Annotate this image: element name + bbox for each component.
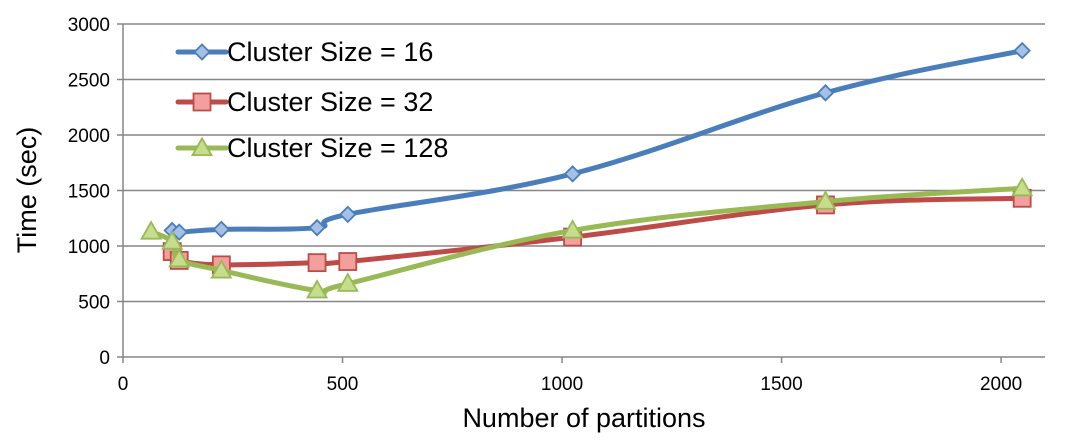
data-point-marker — [814, 190, 837, 210]
legend-marker — [192, 92, 212, 112]
y-tick-label: 1000 — [68, 237, 110, 258]
y-axis-title: Time (sec) — [12, 127, 42, 254]
x-tick-labels: 0 500 1000 1500 2000 — [118, 357, 1022, 395]
y-tick-label: 500 — [78, 293, 110, 314]
y-tick-label: 2000 — [68, 126, 110, 147]
series-line — [148, 185, 1025, 295]
data-point-marker — [1013, 41, 1031, 60]
legend-marker — [190, 136, 214, 157]
data-point-marker — [561, 219, 584, 239]
data-point-marker — [161, 230, 184, 250]
y-tick-labels: 0 500 1000 1500 2000 2500 3000 — [68, 15, 123, 369]
data-point-marker — [308, 218, 326, 237]
data-point-marker — [140, 220, 163, 240]
series-0 — [163, 41, 1031, 241]
series-line — [169, 195, 1025, 268]
legend-label: Cluster Size = 32 — [227, 87, 433, 117]
data-point-marker — [339, 205, 357, 224]
data-point-marker — [563, 165, 582, 183]
x-tick-label: 1500 — [760, 374, 802, 395]
data-point-marker — [1011, 176, 1034, 197]
legend-label: Cluster Size = 128 — [227, 133, 448, 163]
x-axis-title: Number of partitions — [462, 403, 705, 433]
data-point-marker — [336, 272, 359, 292]
x-tick-label: 0 — [118, 374, 129, 395]
series-1 — [162, 188, 1032, 275]
series-lines — [140, 41, 1034, 299]
x-tick-label: 2000 — [980, 374, 1022, 395]
data-point-marker — [212, 220, 231, 239]
legend: Cluster Size = 16 Cluster Size = 32 Cluste… — [175, 37, 448, 163]
legend-marker — [193, 43, 211, 61]
x-tick-label: 500 — [327, 374, 359, 395]
legend-item: Cluster Size = 128 — [175, 133, 448, 163]
gridlines — [123, 23, 1045, 303]
legend-item: Cluster Size = 32 — [175, 87, 433, 117]
legend-item: Cluster Size = 16 — [175, 37, 433, 67]
y-tick-label: 0 — [99, 348, 110, 369]
y-tick-label: 1500 — [68, 182, 110, 203]
data-point-marker — [338, 252, 358, 271]
y-tick-label: 3000 — [68, 15, 110, 36]
data-point-marker — [816, 84, 835, 102]
series-2 — [140, 176, 1034, 299]
data-point-marker — [307, 253, 327, 273]
data-point-marker — [170, 223, 188, 241]
y-tick-label: 2500 — [68, 71, 110, 92]
data-point-marker — [168, 248, 191, 268]
data-point-marker — [306, 279, 329, 299]
legend-label: Cluster Size = 16 — [227, 37, 433, 67]
data-point-marker — [210, 259, 233, 279]
x-tick-label: 1000 — [541, 374, 583, 395]
